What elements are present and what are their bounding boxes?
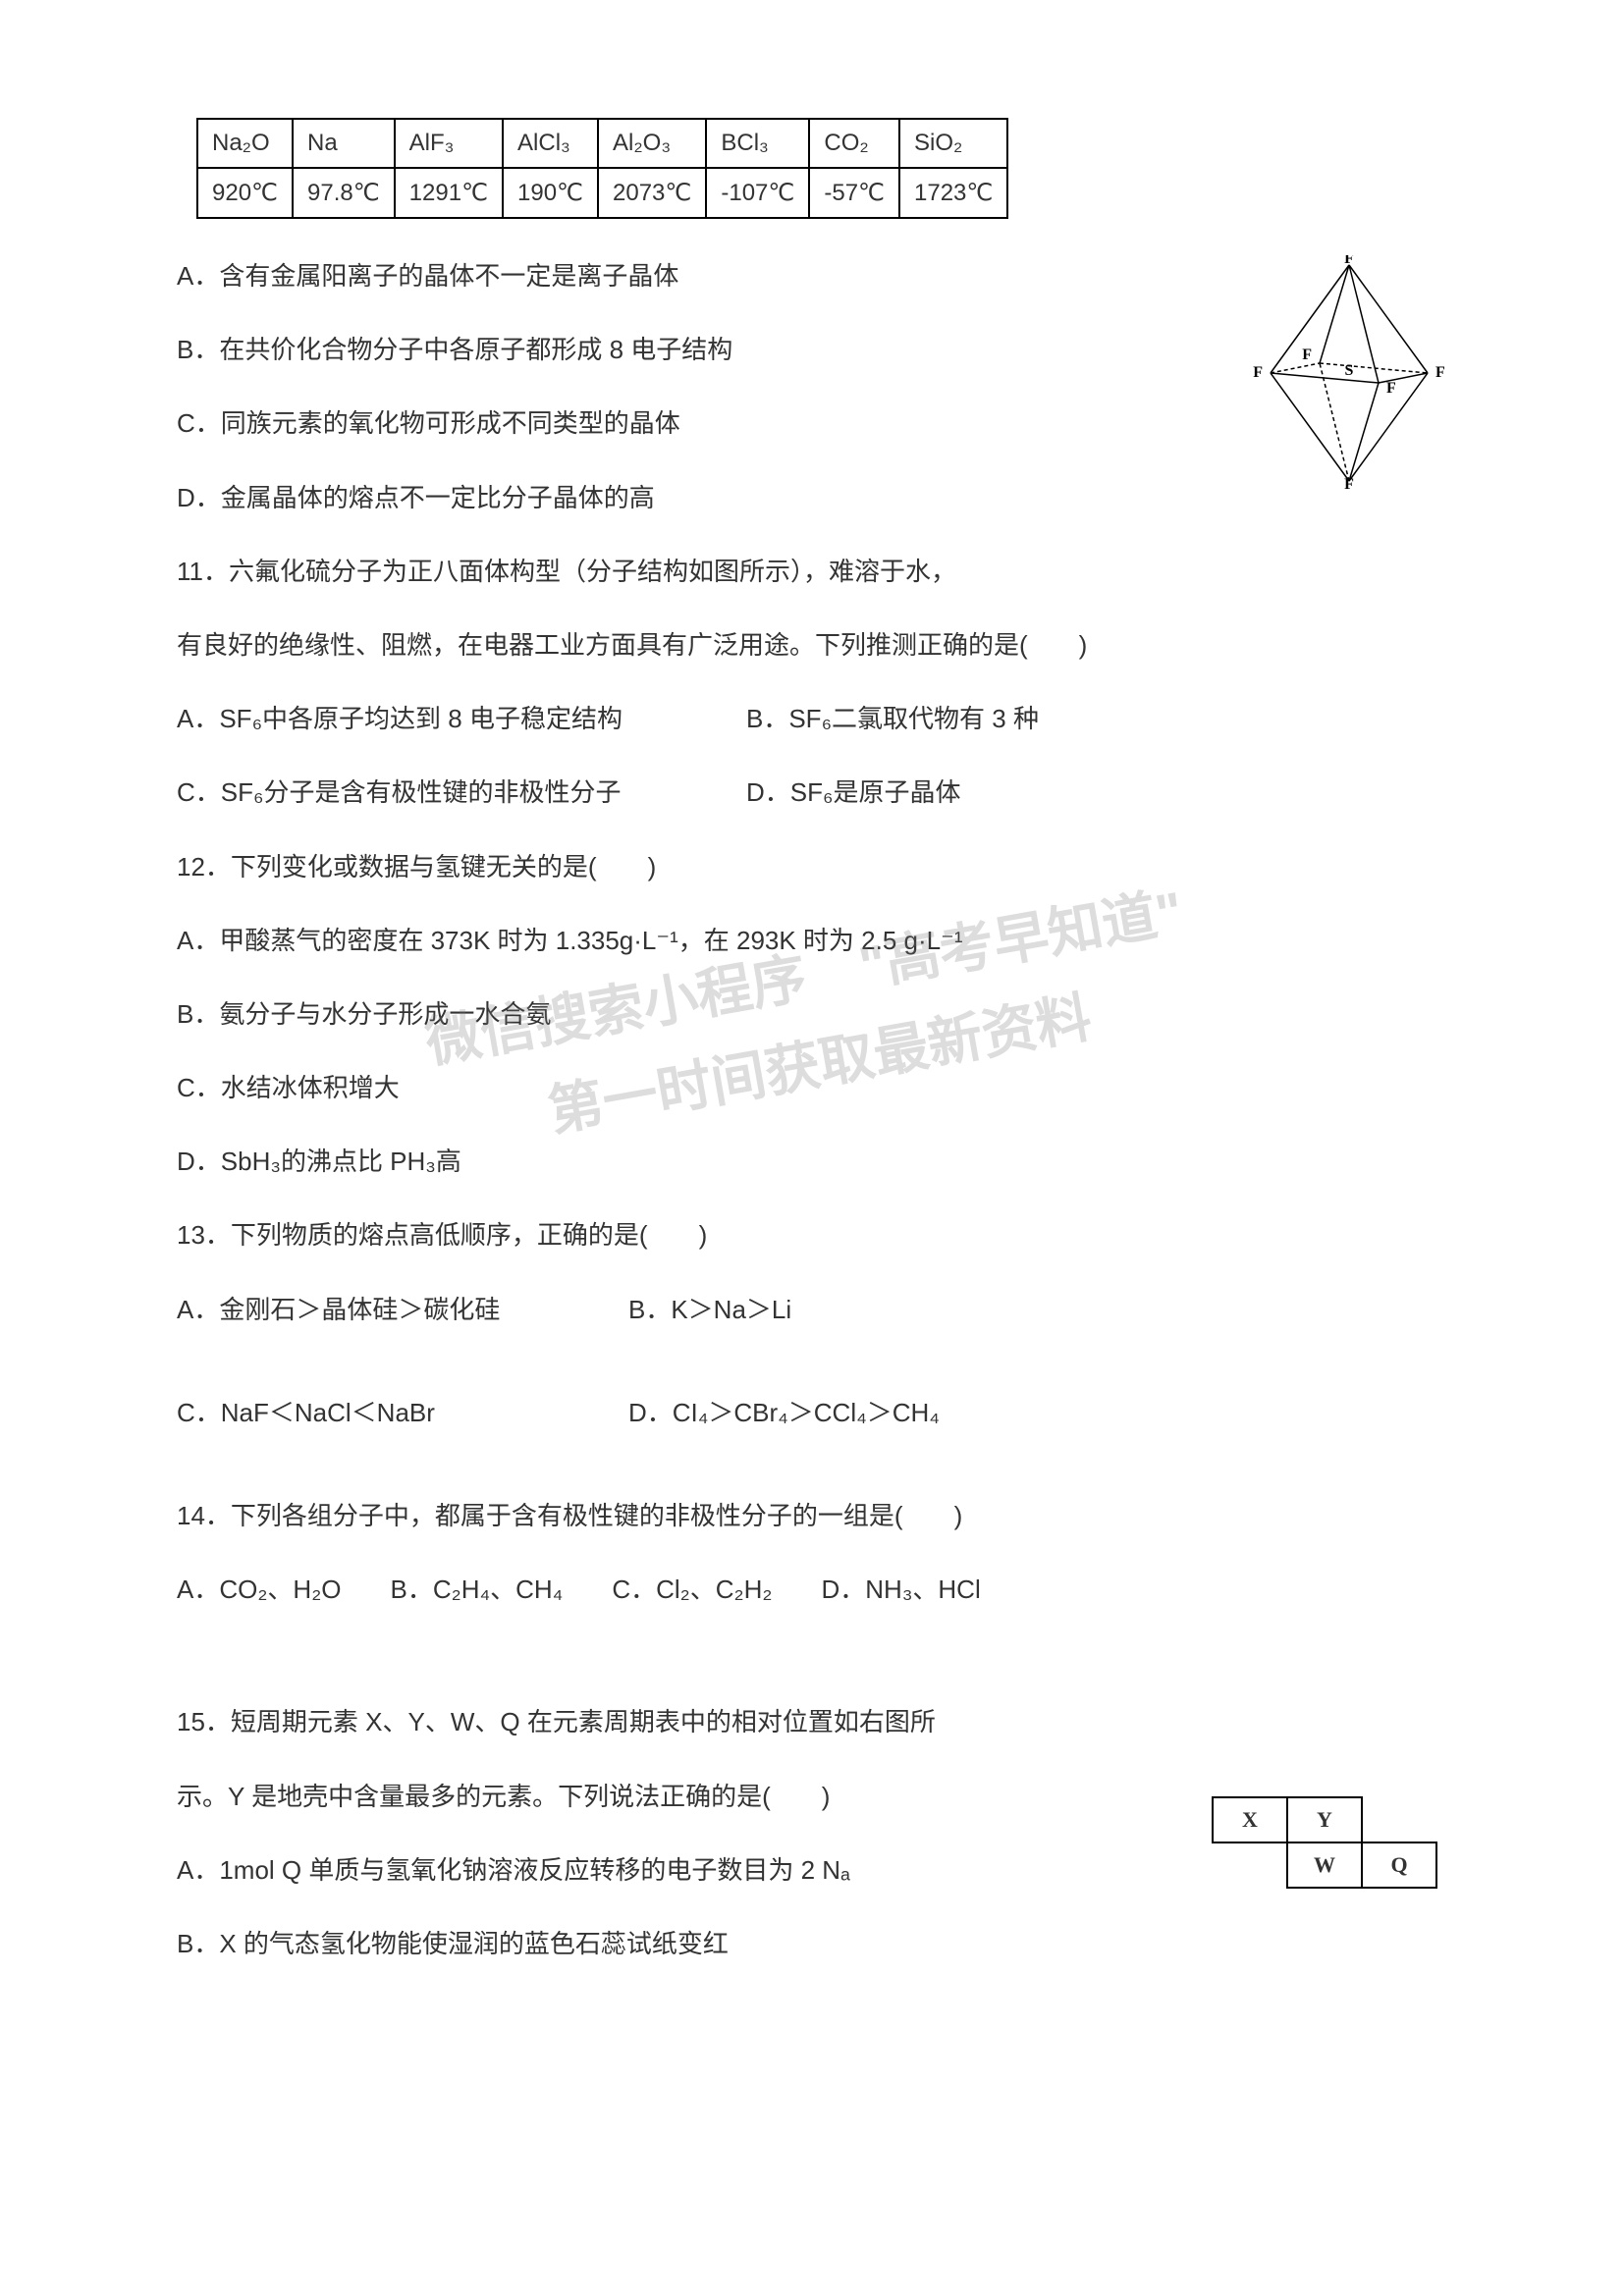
q11-stem-b: 有良好的绝缘性、阻燃，在电器工业方面具有广泛用途。下列推测正确的是( ) [177,617,1447,673]
label-s-center: S [1345,362,1354,379]
octahedron-svg: F F F F F F S [1251,255,1447,491]
td-cell: 1723℃ [899,168,1007,218]
q13-stem: 13．下列物质的熔点高低顺序，正确的是( ) [177,1207,1447,1263]
th-cell: Al₂O₃ [598,119,706,168]
q11-option-d: D．SF₆是原子晶体 [746,765,961,821]
cell-w: W [1287,1842,1362,1888]
cell-y: Y [1287,1797,1362,1842]
q14-option-b: B．C₂H₄、CH₄ [391,1562,564,1618]
label-f-left: F [1253,364,1263,381]
q15-option-b: B．X 的气态氢化物能使湿润的蓝色石蕊试纸变红 [177,1916,1447,1972]
cell-empty [1362,1797,1436,1842]
th-cell: AlF₃ [395,119,503,168]
q14-option-c: C．Cl₂、C₂H₂ [612,1562,772,1618]
label-f-bottom: F [1344,476,1354,491]
table-header-row: Na₂O Na AlF₃ AlCl₃ Al₂O₃ BCl₃ CO₂ SiO₂ [197,119,1007,168]
q13-option-b: B．K＞Na＞Li [628,1282,791,1338]
q15-stem-a: 15．短周期元素 X、Y、W、Q 在元素周期表中的相对位置如右图所 [177,1694,1447,1750]
td-cell: 2073℃ [598,168,706,218]
table-value-row: 920℃ 97.8℃ 1291℃ 190℃ 2073℃ -107℃ -57℃ 1… [197,168,1007,218]
q14-stem: 14．下列各组分子中，都属于含有极性键的非极性分子的一组是( ) [177,1488,1447,1544]
q11-option-c: C．SF₆分子是含有极性键的非极性分子 [177,765,687,821]
q13-option-c: C．NaF＜NaCl＜NaBr [177,1385,569,1441]
th-cell: AlCl₃ [503,119,598,168]
q14-option-d: D．NH₃、HCl [821,1562,980,1618]
melting-point-table: Na₂O Na AlF₃ AlCl₃ Al₂O₃ BCl₃ CO₂ SiO₂ 9… [196,118,1008,219]
q13-option-a: A．金刚石＞晶体硅＞碳化硅 [177,1282,569,1338]
q12-stem: 12．下列变化或数据与氢键无关的是( ) [177,839,1447,895]
q13-option-d: D．CI₄＞CBr₄＞CCl₄＞CH₄ [628,1385,940,1441]
q11-stem-a: 11．六氟化硫分子为正八面体构型（分子结构如图所示），难溶于水， [177,544,1447,600]
label-f-top: F [1344,255,1354,267]
th-cell: Na₂O [197,119,293,168]
td-cell: 1291℃ [395,168,503,218]
q11-option-b: B．SF₆二氯取代物有 3 种 [746,691,1039,747]
td-cell: 190℃ [503,168,598,218]
q12-option-b: B．氨分子与水分子形成一水合氨 [177,987,1447,1042]
label-f-back: F [1302,347,1312,363]
q12-option-d: D．SbH₃的沸点比 PH₃高 [177,1134,1447,1190]
q12-option-c: C．水结冰体积增大 [177,1060,1447,1116]
q12-option-a: A．甲酸蒸气的密度在 373K 时为 1.335g·L⁻¹，在 293K 时为 … [177,913,1447,969]
td-cell: 97.8℃ [293,168,395,218]
sf6-octahedron-diagram: F F F F F F S [1251,255,1447,491]
cell-q: Q [1362,1842,1436,1888]
th-cell: Na [293,119,395,168]
q14-option-a: A．CO₂、H₂O [177,1562,342,1618]
td-cell: -107℃ [706,168,809,218]
label-f-front: F [1386,380,1396,397]
td-cell: -57℃ [809,168,899,218]
cell-x: X [1213,1797,1287,1842]
cell-empty [1213,1842,1287,1888]
periodic-position-diagram: X Y W Q [1212,1796,1437,1889]
th-cell: BCl₃ [706,119,809,168]
th-cell: SiO₂ [899,119,1007,168]
th-cell: CO₂ [809,119,899,168]
td-cell: 920℃ [197,168,293,218]
label-f-right: F [1435,364,1445,381]
q11-option-a: A．SF₆中各原子均达到 8 电子稳定结构 [177,691,687,747]
